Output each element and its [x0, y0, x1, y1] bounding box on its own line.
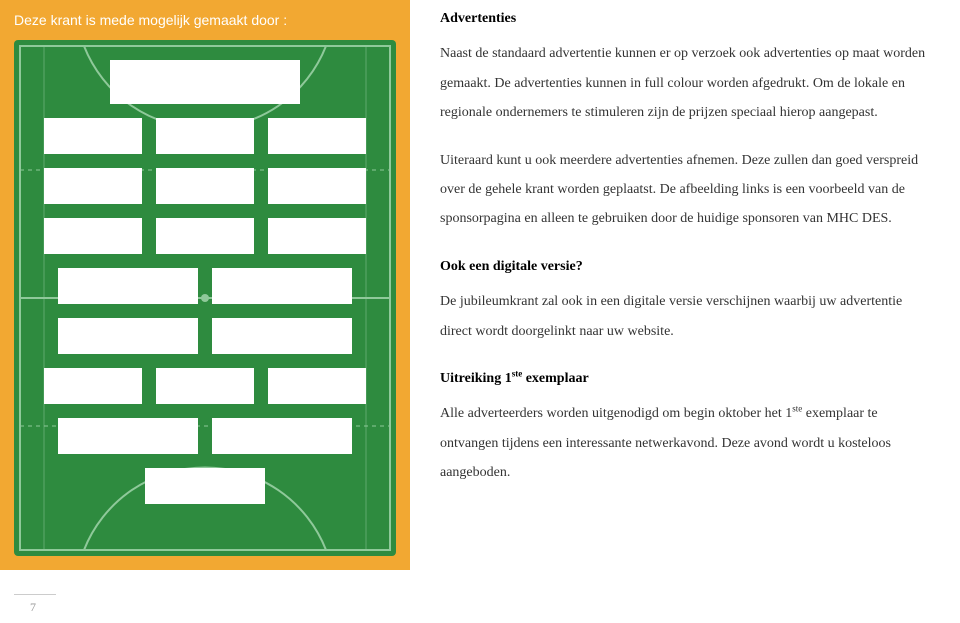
hockey-field	[14, 40, 396, 556]
sponsor-slot	[58, 418, 198, 454]
paragraph: Naast de standaard advertentie kunnen er…	[440, 39, 930, 127]
heading-part: Uitreiking 1	[440, 371, 512, 386]
sponsor-slots	[14, 40, 396, 556]
sponsor-slot	[44, 118, 142, 154]
sponsor-slot	[212, 268, 352, 304]
sponsor-slot	[110, 60, 300, 104]
sponsor-slot	[58, 318, 198, 354]
sponsor-slot	[268, 118, 366, 154]
paragraph: Alle adverteerders worden uitgenodigd om…	[440, 399, 930, 487]
heading-advertenties: Advertenties	[440, 4, 930, 33]
heading-digitale-versie: Ook een digitale versie?	[440, 252, 930, 281]
sponsor-slot	[212, 318, 352, 354]
sponsor-slot	[145, 468, 265, 504]
paragraph: Uiteraard kunt u ook meerdere advertenti…	[440, 146, 930, 234]
sponsor-slot	[212, 418, 352, 454]
sponsor-slot	[156, 118, 254, 154]
sponsor-panel: Deze krant is mede mogelijk gemaakt door…	[0, 0, 410, 570]
text-part: Alle adverteerders worden uitgenodigd om…	[440, 406, 792, 421]
sponsor-card: Deze krant is mede mogelijk gemaakt door…	[0, 0, 410, 570]
sponsor-slot	[156, 218, 254, 254]
sponsor-slot	[156, 168, 254, 204]
sponsor-slot	[268, 168, 366, 204]
page-number: 7	[30, 600, 36, 615]
page-number-divider	[14, 594, 56, 595]
sponsor-slot	[44, 218, 142, 254]
sponsor-slot	[44, 168, 142, 204]
text-content: Advertenties Naast de standaard adverten…	[410, 0, 960, 570]
superscript: ste	[512, 368, 523, 378]
sponsor-slot	[268, 218, 366, 254]
sponsor-slot	[268, 368, 366, 404]
sponsor-slot	[44, 368, 142, 404]
heading-part: exemplaar	[522, 371, 588, 386]
sponsor-slot	[156, 368, 254, 404]
superscript: ste	[792, 404, 802, 414]
heading-uitreiking: Uitreiking 1ste exemplaar	[440, 364, 930, 393]
paragraph: De jubileumkrant zal ook in een digitale…	[440, 287, 930, 346]
sponsor-header: Deze krant is mede mogelijk gemaakt door…	[0, 0, 410, 38]
sponsor-slot	[58, 268, 198, 304]
